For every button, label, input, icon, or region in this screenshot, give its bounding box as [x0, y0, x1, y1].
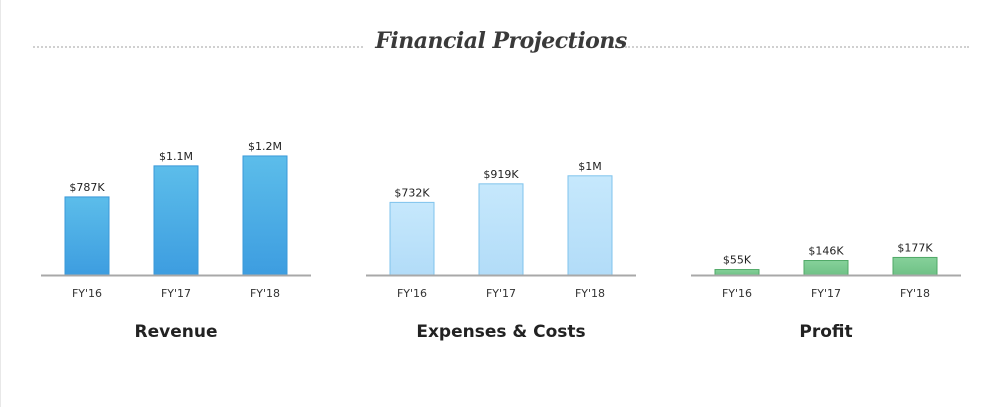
category-label: FY'18 — [575, 287, 605, 300]
category-label: FY'18 — [900, 287, 930, 300]
data-label: $55K — [723, 254, 752, 267]
divider-left — [33, 46, 363, 48]
category-label: FY'17 — [486, 287, 516, 300]
bar — [64, 196, 110, 276]
bar — [389, 201, 435, 276]
data-label: $1.1M — [159, 150, 193, 163]
category-label: FY'17 — [811, 287, 841, 300]
category-label: FY'16 — [722, 287, 752, 300]
chart-title: Profit — [799, 322, 852, 342]
data-label: $146K — [808, 245, 844, 258]
chart-title: Expenses & Costs — [416, 322, 585, 342]
category-label: FY'17 — [161, 287, 191, 300]
page-title: Financial Projections — [375, 28, 627, 54]
bar — [567, 175, 613, 276]
data-label: $177K — [897, 241, 933, 254]
bar — [478, 183, 524, 276]
bar — [242, 155, 288, 276]
bar — [714, 269, 760, 276]
category-label: FY'16 — [397, 287, 427, 300]
data-label: $919K — [483, 168, 519, 181]
category-label: FY'18 — [250, 287, 280, 300]
header: Financial Projections — [33, 26, 969, 66]
bar — [892, 256, 938, 276]
data-label: $732K — [394, 186, 430, 199]
data-label: $787K — [69, 181, 105, 194]
bar — [153, 165, 199, 276]
data-label: $1M — [578, 160, 602, 173]
category-label: FY'16 — [72, 287, 102, 300]
divider-right — [625, 46, 969, 48]
data-label: $1.2M — [248, 140, 282, 153]
bar — [803, 260, 849, 276]
chart-title: Revenue — [135, 322, 218, 342]
